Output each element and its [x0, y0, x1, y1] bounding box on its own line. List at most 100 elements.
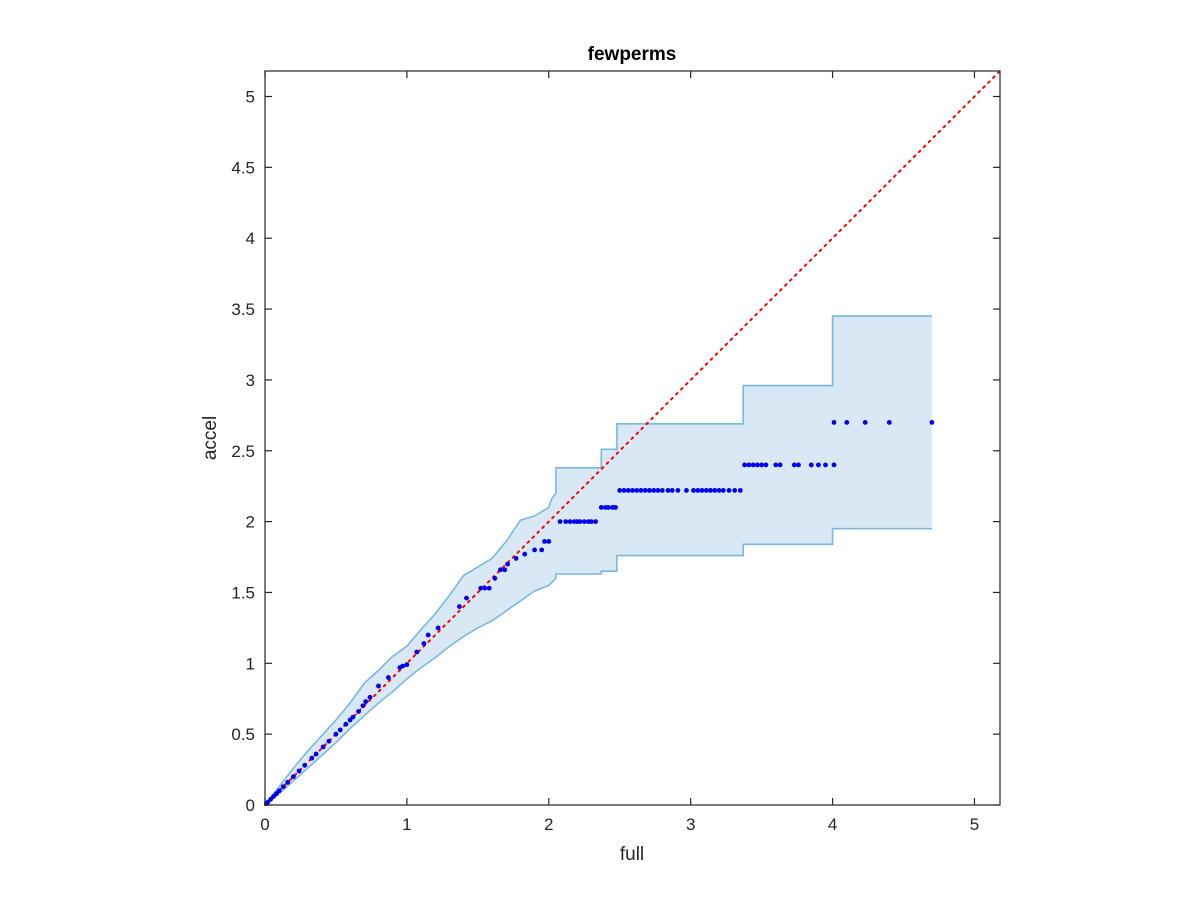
data-point	[759, 462, 764, 468]
data-point	[505, 561, 510, 567]
confidence-band	[265, 316, 932, 805]
data-point	[502, 567, 508, 573]
data-point	[265, 799, 271, 805]
data-point	[675, 488, 681, 493]
data-point	[651, 488, 657, 493]
data-point	[567, 519, 573, 524]
data-point	[313, 751, 319, 757]
data-point	[773, 462, 779, 468]
data-point	[343, 721, 349, 727]
data-point	[712, 488, 718, 493]
data-point	[737, 488, 743, 493]
data-point	[386, 675, 391, 680]
data-point	[581, 519, 587, 524]
data-point	[350, 714, 356, 720]
data-point	[746, 462, 752, 468]
data-point	[367, 694, 373, 700]
data-point	[276, 788, 282, 794]
data-point	[326, 738, 332, 744]
data-point	[684, 488, 689, 493]
data-point	[823, 462, 828, 468]
data-point	[665, 488, 671, 493]
data-point	[791, 462, 797, 468]
data-point	[750, 462, 756, 468]
x-tick-label: 4	[828, 815, 837, 834]
y-tick-label: 2.5	[231, 442, 255, 461]
data-point	[862, 420, 868, 425]
data-point	[435, 625, 441, 631]
data-point	[630, 488, 635, 493]
data-point	[699, 488, 705, 493]
reference-line	[264, 70, 1001, 806]
y-tick-label: 1.5	[231, 583, 255, 602]
x-axis-label: full	[620, 844, 644, 865]
x-tick-label: 1	[402, 815, 411, 834]
data-point	[755, 462, 760, 468]
data-point	[617, 488, 623, 493]
data-point	[404, 662, 410, 668]
y-axis-label: accel	[200, 416, 221, 460]
data-point	[669, 488, 675, 493]
data-point	[478, 585, 484, 591]
data-point	[929, 420, 935, 425]
y-tick-label: 0.5	[231, 725, 255, 744]
x-tick-label: 3	[686, 815, 695, 834]
data-point	[542, 539, 547, 544]
data-point	[659, 488, 665, 493]
data-point	[831, 420, 837, 425]
data-point	[486, 585, 492, 591]
data-point	[732, 488, 738, 493]
data-point	[621, 488, 627, 493]
data-point	[457, 604, 462, 609]
data-point	[844, 420, 850, 425]
data-point	[577, 519, 583, 524]
data-point	[634, 488, 640, 493]
data-point	[296, 768, 302, 774]
chart-title: fewperms	[588, 44, 677, 65]
data-point	[291, 774, 296, 780]
data-point	[642, 488, 648, 493]
y-tick-label: 4.5	[231, 158, 255, 177]
data-point	[647, 488, 652, 493]
data-point	[309, 755, 315, 761]
data-point	[425, 632, 431, 638]
data-point	[302, 762, 308, 768]
data-point	[320, 744, 326, 750]
data-point	[557, 519, 563, 524]
data-point	[716, 488, 722, 493]
x-tick-label: 5	[970, 815, 979, 834]
y-tick-label: 2	[246, 513, 255, 532]
data-point	[720, 488, 726, 493]
data-point	[638, 488, 644, 493]
data-point	[831, 462, 837, 468]
data-point	[695, 488, 701, 493]
data-point	[726, 488, 732, 493]
data-point	[363, 699, 369, 704]
data-point	[886, 420, 892, 425]
data-point	[464, 595, 469, 601]
data-point	[691, 488, 696, 493]
data-point	[613, 505, 618, 510]
y-tick-label: 3.5	[231, 300, 255, 319]
data-point	[285, 779, 291, 785]
data-point	[281, 784, 286, 789]
data-point	[589, 519, 594, 524]
x-tick-label: 2	[544, 815, 553, 834]
data-point	[816, 462, 821, 468]
data-point	[360, 703, 366, 709]
data-point	[777, 462, 783, 468]
data-point	[763, 462, 769, 468]
data-point	[400, 663, 405, 669]
band-upper-edge	[264, 315, 932, 806]
y-tick-label: 3	[246, 371, 255, 390]
data-point	[742, 462, 747, 468]
y-tick-label: 5	[246, 88, 255, 107]
x-tick-label: 0	[260, 815, 269, 834]
data-point	[356, 709, 361, 714]
data-point	[347, 717, 353, 723]
axes-box	[264, 70, 1001, 806]
data-point	[513, 556, 519, 561]
data-point	[708, 488, 713, 493]
